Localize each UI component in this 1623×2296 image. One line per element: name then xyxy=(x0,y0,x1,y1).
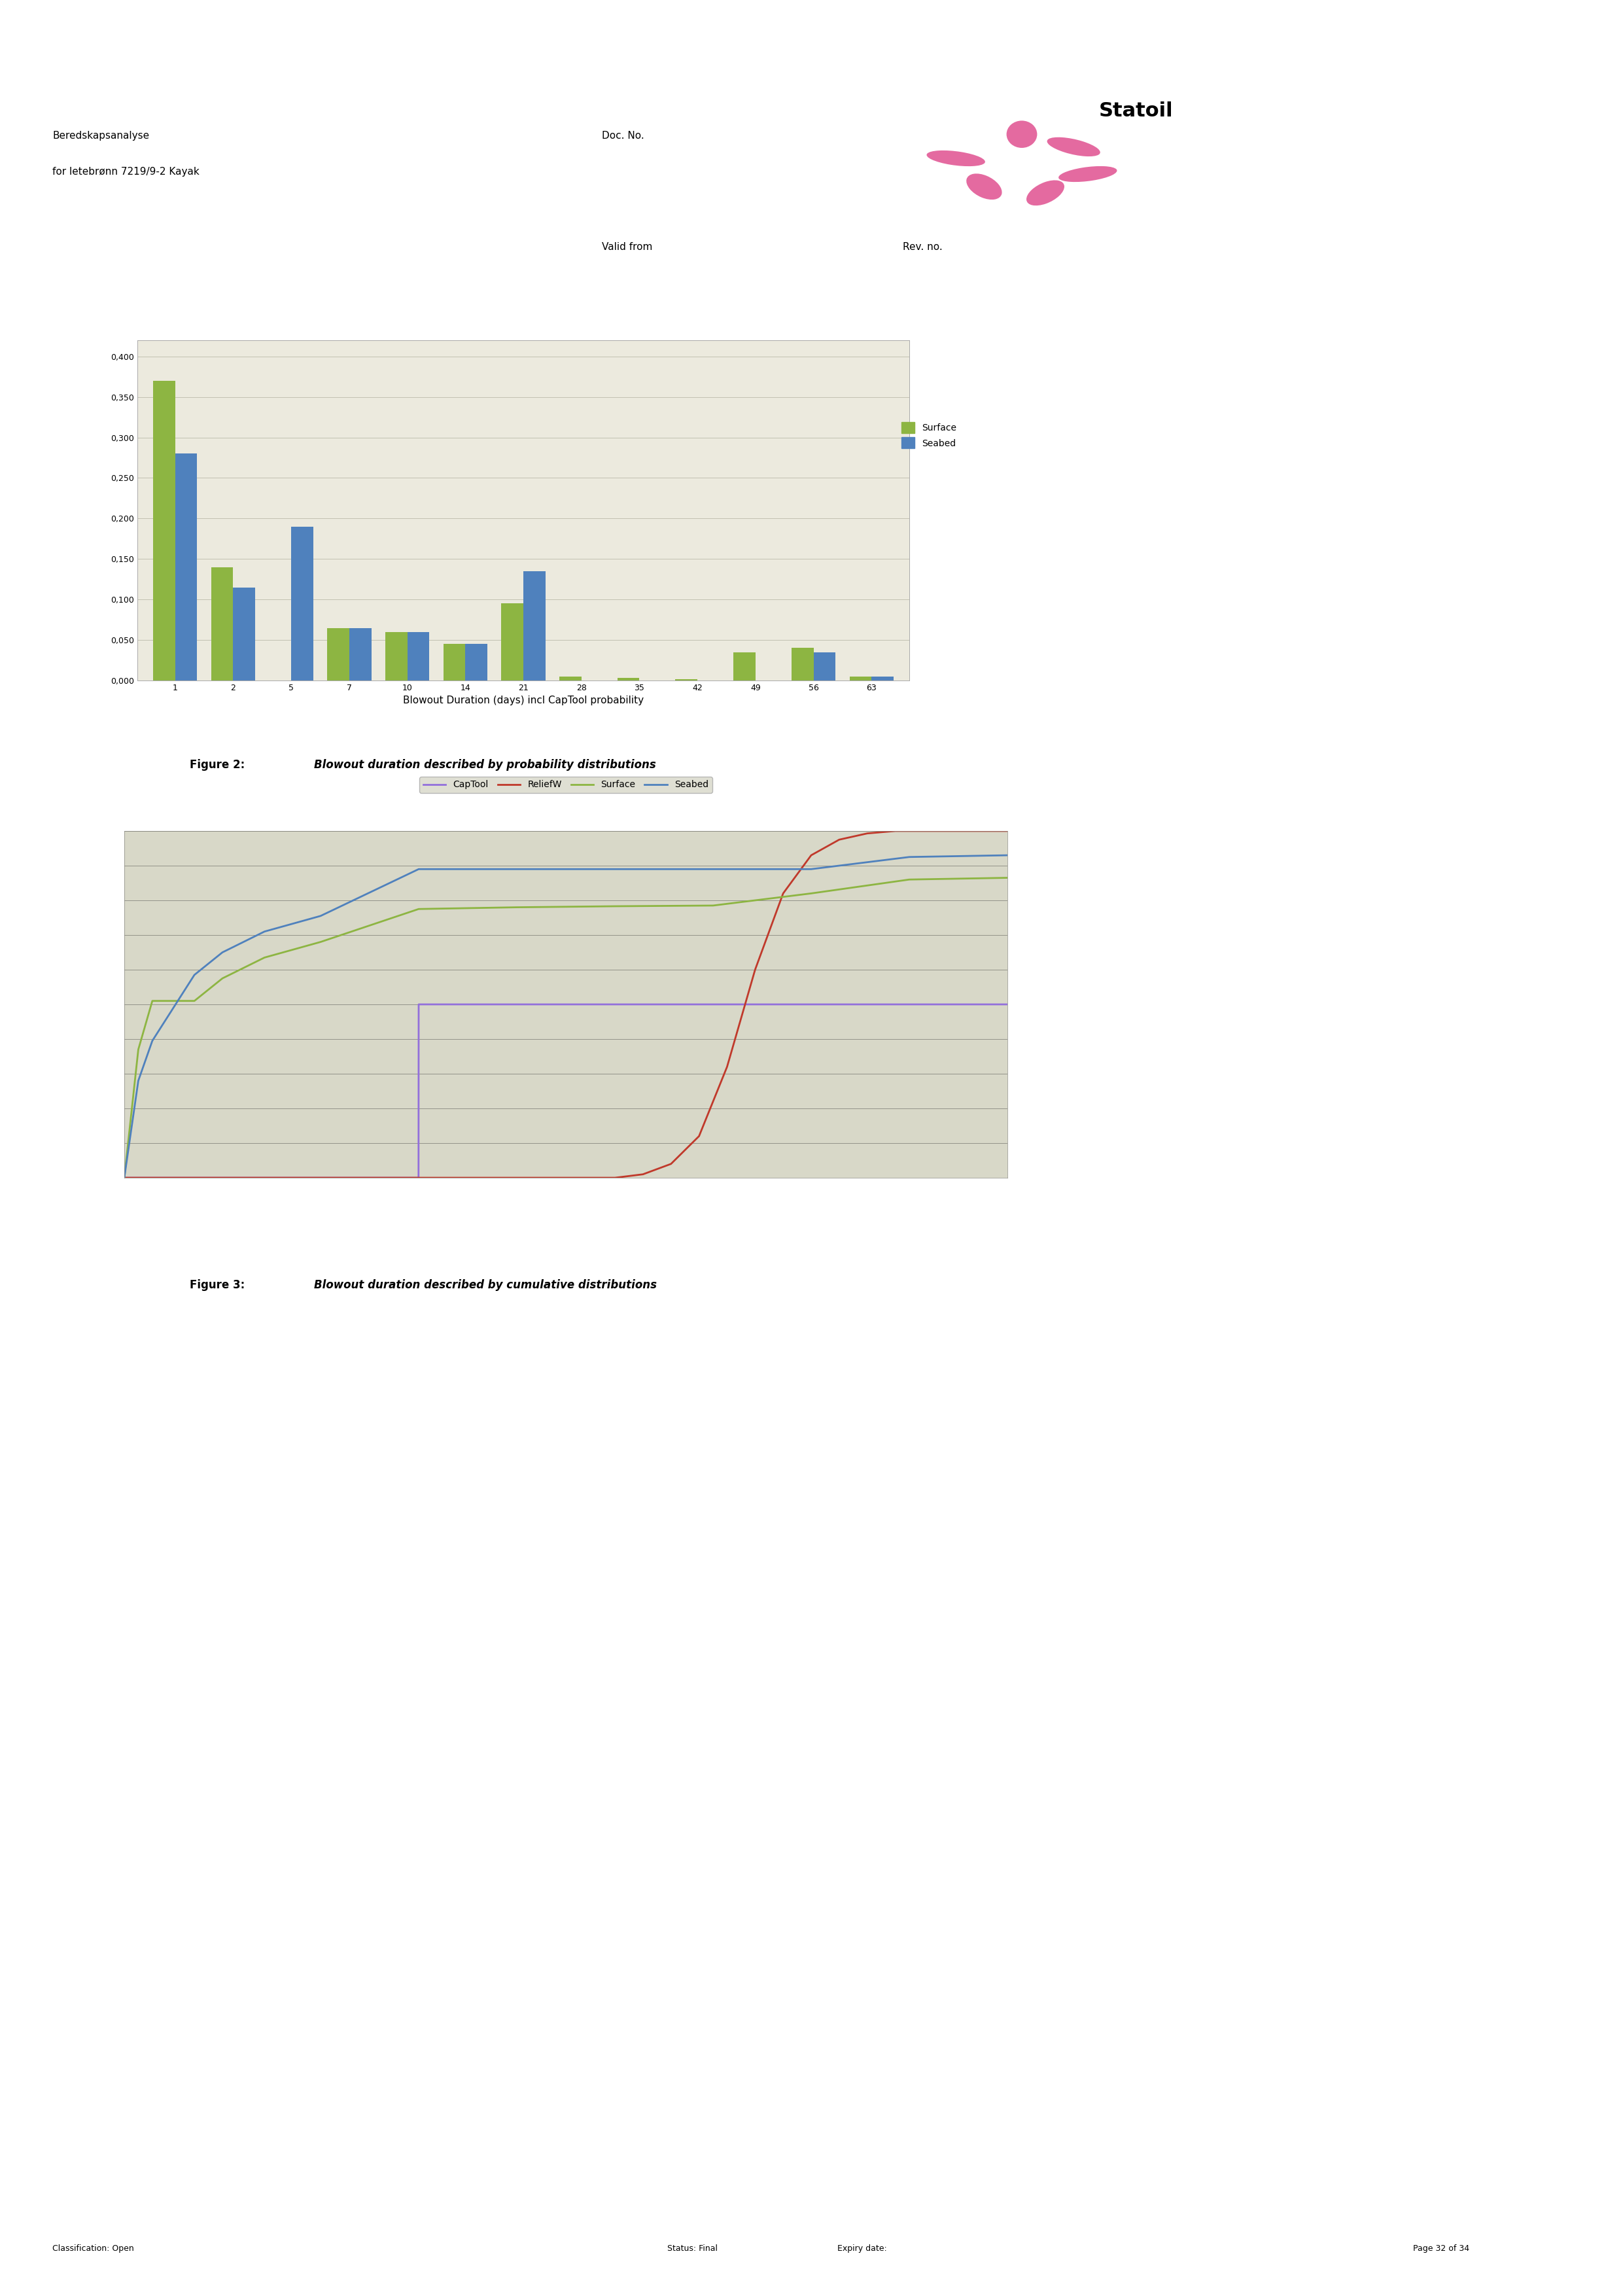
ReliefW xyxy=(829,827,849,854)
ReliefW xyxy=(690,1123,709,1150)
Bar xyxy=(211,567,234,680)
Surface xyxy=(312,928,331,955)
ReliefW xyxy=(857,820,876,847)
Text: Blowout duration described by probability distributions: Blowout duration described by probabilit… xyxy=(313,760,656,771)
ReliefW xyxy=(661,1150,680,1178)
ReliefW xyxy=(605,1164,625,1192)
ReliefW xyxy=(717,1054,737,1081)
Text: for letebrønn 7219/9-2 Kayak: for letebrønn 7219/9-2 Kayak xyxy=(52,168,200,177)
Text: Classification: Open: Classification: Open xyxy=(52,2243,135,2252)
Text: Page 32 of 34: Page 32 of 34 xyxy=(1414,2243,1469,2252)
Ellipse shape xyxy=(1047,138,1100,156)
Surface xyxy=(255,944,274,971)
Surface xyxy=(506,893,526,921)
X-axis label: Blowout Duration (days) incl CapTool probability: Blowout Duration (days) incl CapTool pro… xyxy=(403,696,644,705)
Line: ReliefW: ReliefW xyxy=(125,831,1008,1178)
Ellipse shape xyxy=(1026,179,1065,207)
Text: Rev. no.: Rev. no. xyxy=(902,241,943,253)
Bar xyxy=(407,631,430,680)
Seabed xyxy=(605,856,625,884)
Bar xyxy=(234,588,255,680)
CapTool xyxy=(409,1164,428,1192)
Bar xyxy=(523,572,545,680)
Bar xyxy=(872,677,894,680)
Seabed xyxy=(312,902,331,930)
Seabed xyxy=(115,1164,135,1192)
ReliefW xyxy=(802,840,821,868)
Bar xyxy=(849,677,872,680)
Bar xyxy=(328,627,349,680)
Seabed xyxy=(802,856,821,884)
Text: Figure 2:: Figure 2: xyxy=(190,760,245,771)
Bar xyxy=(175,455,196,680)
Text: Expiry date:: Expiry date: xyxy=(837,2243,886,2252)
Line: Seabed: Seabed xyxy=(125,854,1008,1178)
Surface xyxy=(128,1035,148,1063)
Text: Status: Final: Status: Final xyxy=(667,2243,717,2252)
Surface xyxy=(605,893,625,921)
Seabed xyxy=(409,856,428,884)
Seabed xyxy=(899,843,919,870)
Bar xyxy=(617,677,639,680)
Surface xyxy=(185,987,204,1015)
Line: CapTool: CapTool xyxy=(125,1003,1008,1178)
Text: Beredskapsanalyse: Beredskapsanalyse xyxy=(52,131,149,140)
ReliefW xyxy=(998,817,1018,845)
X-axis label: Number of Days incl CapTool Probability: Number of Days incl CapTool Probability xyxy=(466,1194,665,1203)
Ellipse shape xyxy=(927,152,985,165)
Ellipse shape xyxy=(1058,165,1117,181)
Surface xyxy=(998,863,1018,891)
Bar xyxy=(443,645,466,680)
Seabed xyxy=(128,1068,148,1095)
Bar xyxy=(291,526,313,680)
Surface xyxy=(213,964,232,992)
Seabed xyxy=(143,1026,162,1054)
Bar xyxy=(153,381,175,680)
Seabed xyxy=(703,856,722,884)
Text: Blowout duration described by cumulative distributions: Blowout duration described by cumulative… xyxy=(313,1279,657,1290)
Legend: Surface, Seabed: Surface, Seabed xyxy=(898,418,961,452)
CapTool xyxy=(998,990,1018,1017)
ReliefW xyxy=(886,817,906,845)
Ellipse shape xyxy=(966,174,1001,200)
Seabed xyxy=(255,918,274,946)
CapTool xyxy=(115,1164,135,1192)
Ellipse shape xyxy=(1006,122,1037,147)
Bar xyxy=(385,631,407,680)
Surface xyxy=(409,895,428,923)
CapTool xyxy=(310,1164,329,1192)
ReliefW xyxy=(914,817,933,845)
Seabed xyxy=(998,840,1018,868)
Seabed xyxy=(213,939,232,967)
ReliefW xyxy=(633,1159,652,1187)
ReliefW xyxy=(745,955,764,983)
Text: Valid from: Valid from xyxy=(602,241,652,253)
Bar xyxy=(560,677,581,680)
Surface xyxy=(115,1164,135,1192)
Bar xyxy=(792,647,813,680)
Seabed xyxy=(506,856,526,884)
Text: Doc. No.: Doc. No. xyxy=(602,131,644,140)
Seabed xyxy=(185,962,204,990)
ReliefW xyxy=(115,1164,135,1192)
Bar xyxy=(349,627,372,680)
CapTool xyxy=(312,1164,331,1192)
Surface xyxy=(802,879,821,907)
Bar xyxy=(813,652,836,680)
Bar xyxy=(466,645,487,680)
Text: Statoil: Statoil xyxy=(1099,101,1173,119)
Surface xyxy=(143,987,162,1015)
Line: Surface: Surface xyxy=(125,877,1008,1178)
Bar xyxy=(734,652,755,680)
Bar xyxy=(502,604,523,680)
Legend: CapTool, ReliefW, Surface, Seabed: CapTool, ReliefW, Surface, Seabed xyxy=(419,776,712,792)
Y-axis label: Probability: Probability xyxy=(94,978,104,1031)
CapTool xyxy=(409,990,428,1017)
Surface xyxy=(703,891,722,918)
ReliefW xyxy=(774,879,794,907)
Surface xyxy=(899,866,919,893)
Text: Figure 3:: Figure 3: xyxy=(190,1279,245,1290)
